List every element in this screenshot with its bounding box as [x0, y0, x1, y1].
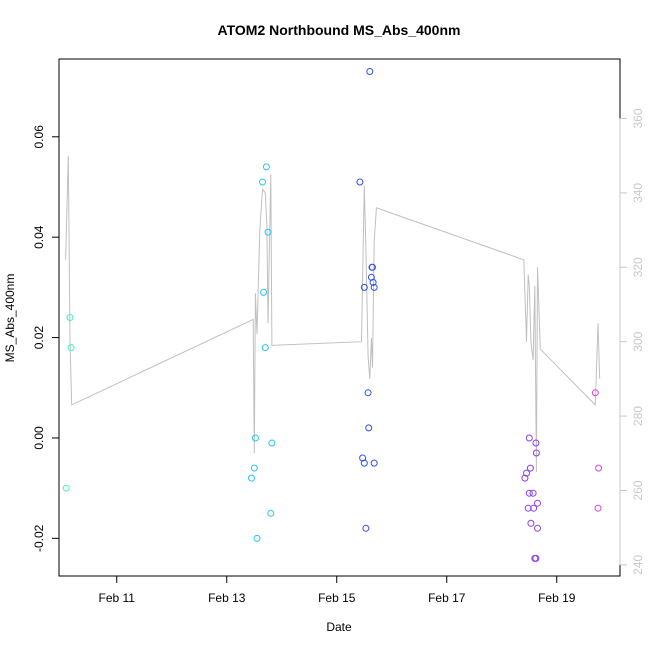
y2-tick-label: 300	[631, 331, 645, 351]
data-point	[370, 283, 378, 291]
data-point	[67, 344, 75, 352]
data-point	[262, 163, 270, 171]
y2-tick-label: 260	[631, 480, 645, 500]
data-point	[532, 439, 540, 447]
data-point	[369, 263, 376, 271]
data-point	[534, 524, 541, 532]
data-point	[591, 389, 599, 397]
line-series-layer	[65, 155, 601, 472]
y-axis-right: 240 260 280 300 320 340 360	[619, 108, 645, 575]
data-point	[523, 469, 530, 477]
data-point	[370, 459, 378, 467]
data-point	[264, 228, 272, 236]
data-point	[261, 344, 269, 352]
data-point	[267, 509, 275, 517]
data-point	[525, 434, 533, 442]
data-point	[360, 283, 368, 291]
data-point	[595, 464, 603, 472]
data-point	[534, 499, 541, 507]
data-point	[248, 474, 255, 482]
data-point	[250, 464, 258, 472]
y2-tick-label: 280	[631, 406, 645, 426]
data-point	[526, 464, 534, 472]
y-tick-label: 0.00	[32, 426, 46, 450]
data-point	[362, 524, 370, 532]
y-axis-left: -0.02 0.00 0.02 0.04 0.06	[32, 125, 60, 552]
data-point	[369, 278, 377, 286]
data-point	[364, 389, 372, 397]
data-point	[532, 554, 540, 562]
y-tick-label: 0.04	[32, 225, 46, 249]
data-point	[268, 439, 276, 447]
data-point	[529, 489, 537, 497]
grey-line-series	[65, 155, 601, 472]
y-axis-label: MS_Abs_400nm	[3, 274, 17, 363]
y-tick-label: 0.06	[32, 125, 46, 149]
data-point	[524, 504, 532, 512]
y-tick-label: -0.02	[32, 524, 46, 552]
y2-tick-label: 240	[631, 555, 645, 575]
data-point	[594, 504, 602, 512]
x-tick-label: Feb 13	[208, 591, 246, 605]
x-tick-label: Feb 15	[318, 591, 356, 605]
data-point	[260, 288, 268, 296]
points-layer	[62, 68, 603, 562]
data-point	[253, 534, 261, 542]
data-point	[62, 484, 70, 492]
data-point	[532, 449, 540, 457]
data-point	[521, 474, 529, 482]
data-point	[360, 459, 368, 467]
x-tick-label: Feb 11	[99, 591, 136, 605]
x-tick-label: Feb 19	[538, 591, 576, 605]
x-axis-label: Date	[326, 620, 352, 634]
data-point	[530, 504, 538, 512]
data-point	[259, 178, 266, 186]
chart-title: ATOM2 Northbound MS_Abs_400nm	[218, 22, 461, 38]
y2-tick-label: 320	[631, 257, 645, 277]
data-point	[525, 489, 533, 497]
data-point	[251, 434, 259, 442]
y2-tick-label: 360	[631, 108, 645, 128]
x-tick-label: Feb 17	[428, 591, 466, 605]
plot-area	[58, 58, 621, 577]
data-point	[365, 424, 373, 432]
data-point	[527, 519, 535, 527]
y2-tick-label: 340	[631, 183, 645, 203]
data-point	[356, 178, 364, 186]
data-point	[66, 314, 74, 321]
x-axis: Feb 11 Feb 13 Feb 15 Feb 17 Feb 19	[99, 575, 576, 605]
data-point	[366, 68, 374, 75]
y-tick-label: 0.02	[32, 326, 46, 350]
